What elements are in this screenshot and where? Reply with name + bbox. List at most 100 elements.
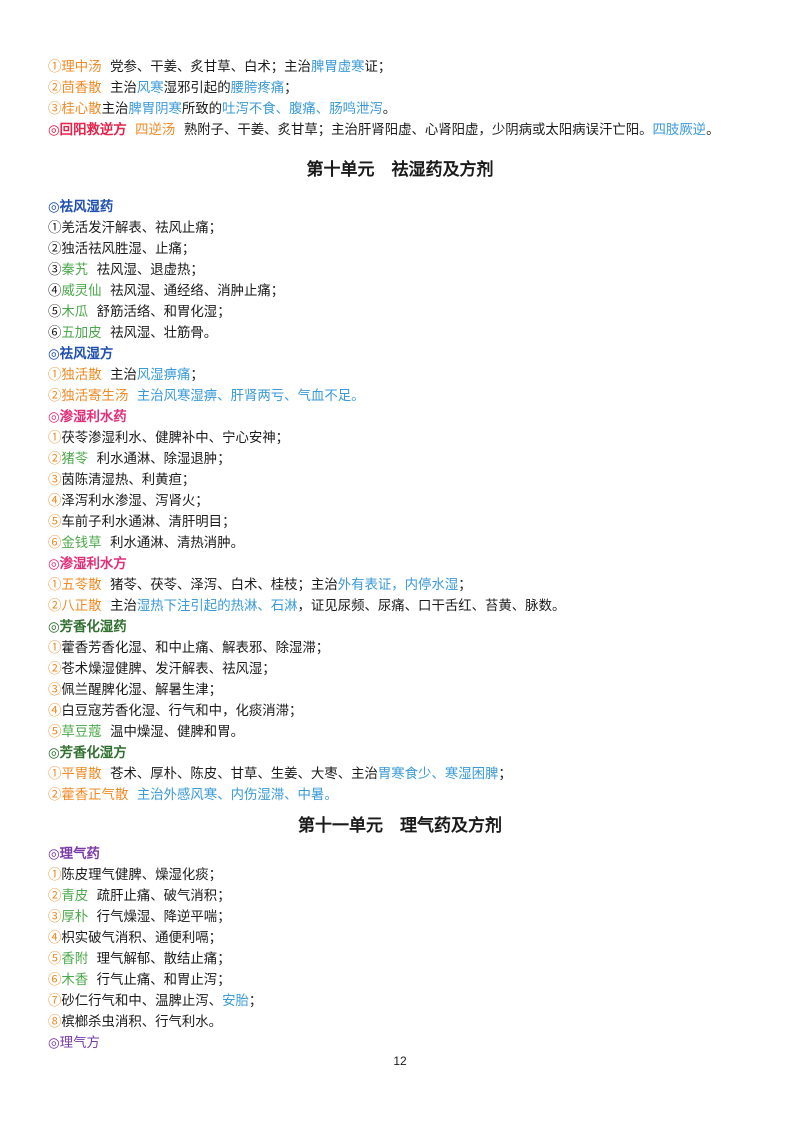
text-segment: ①羌活发汗解表、祛风止痛； <box>48 221 223 236</box>
text-segment: 行气止痛、和胃止泻； <box>88 973 231 988</box>
text-segment: 秦艽 <box>61 263 89 278</box>
text-line: ⑤草豆蔻 温中燥湿、健脾和胃。 <box>48 723 244 743</box>
text-line: ①平胃散 苍术、厚朴、陈皮、甘草、生姜、大枣、主治胃寒食少、寒湿困脾； <box>48 765 512 785</box>
text-segment: ②八正散 <box>48 599 102 614</box>
text-line: ②猪苓 利水通淋、除湿退肿； <box>48 450 231 470</box>
text-segment: ； <box>284 81 298 96</box>
text-segment: 湿热下注引起的热淋、石淋 <box>136 599 298 614</box>
text-segment: 脾胃虚寒 <box>310 60 365 75</box>
text-line: ③秦艽 祛风湿、退虚热； <box>48 261 204 281</box>
text-segment: 四逆汤 <box>135 123 176 138</box>
section-heading: ◎芳香化湿药 <box>48 620 127 635</box>
text-segment: 陈皮理气健脾、燥湿化痰； <box>61 868 223 883</box>
text-segment: ② <box>48 889 62 904</box>
text-segment: ② <box>48 452 62 467</box>
text-segment: ①五苓散 <box>48 578 102 593</box>
text-line: ②藿香正气散 主治外感风寒、内伤湿滞、中暑。 <box>48 786 338 806</box>
text-segment: 证； <box>364 60 392 75</box>
text-line: ④白豆寇芳香化湿、行气和中，化痰消滞； <box>48 702 302 722</box>
text-line: ①理中汤 党参、干姜、炙甘草、白术；主治脾胃虚寒证； <box>48 58 391 78</box>
text-segment: ③ <box>48 473 62 488</box>
text-line: ②独活祛风胜湿、止痛； <box>48 240 195 260</box>
text-segment: ④ <box>48 284 62 299</box>
text-segment: 主治风寒湿痹、肝肾两亏、气血不足。 <box>128 389 365 404</box>
text-segment: 所致的 <box>181 102 223 117</box>
text-segment: 舒筋活络、和胃化湿； <box>88 305 231 320</box>
text-segment: ③桂心散 <box>48 102 102 117</box>
text-segment: 风湿痹痛 <box>136 368 191 383</box>
text-segment: ④ <box>48 704 62 719</box>
text-line: ①陈皮理气健脾、燥湿化痰； <box>48 866 222 886</box>
unit-heading: 第十单元 祛湿药及方剂 <box>306 160 494 180</box>
text-segment: ① <box>48 868 62 883</box>
text-line: ①独活散 主治风湿痹痛； <box>48 366 204 386</box>
text-segment: 党参、干姜、炙甘草、白术；主治 <box>101 60 311 75</box>
text-segment: 威灵仙 <box>61 284 102 299</box>
text-segment: 青皮 <box>61 889 89 904</box>
section-heading: ◎理气药 <box>48 847 100 862</box>
text-line: ⑤香附 理气解郁、散结止痛； <box>48 950 231 970</box>
text-segment: 祛风湿、通经络、消肿止痛； <box>101 284 285 299</box>
section-heading: ◎祛风湿药 <box>48 200 114 215</box>
page-number: 12 <box>393 1054 407 1068</box>
text-line: ⑦砂仁行气和中、温脾止泻、安胎； <box>48 992 262 1012</box>
text-segment: 祛风湿、壮筋骨。 <box>101 326 218 341</box>
text-line: ④泽泻利水渗湿、泻肾火； <box>48 492 209 512</box>
text-line: ◎回阳救逆方 四逆汤 熟附子、干姜、炙甘草；主治肝肾阳虚、心肾阳虚，少阴病或太阳… <box>48 121 719 141</box>
text-segment: 金钱草 <box>61 536 102 551</box>
text-segment: ⑥ <box>48 326 62 341</box>
text-segment: 。 <box>382 102 397 117</box>
text-line: ④枳实破气消积、通便利嗝； <box>48 929 222 949</box>
text-segment: ； <box>248 994 263 1009</box>
text-segment: 熟附子、干姜、炙甘草；主治肝肾阳虚、心肾阳虚，少阴病或太阳病误汗亡阳。 <box>175 123 653 138</box>
text-segment: 腰胯疼痛 <box>230 81 285 96</box>
text-segment: ②茴香散 <box>48 81 102 96</box>
text-segment: ◎回阳救逆方 <box>48 123 127 138</box>
section-heading: ◎渗湿利水方 <box>48 557 127 572</box>
text-line: ⑧槟榔杀虫消积、行气利水。 <box>48 1013 222 1033</box>
text-segment: 理气解郁、散结止痛； <box>88 952 231 967</box>
text-line: ②苍术燥湿健脾、发汗解表、祛风湿； <box>48 660 276 680</box>
text-segment: ⑤ <box>48 725 62 740</box>
text-segment: ① <box>48 641 62 656</box>
text-segment: 胃寒食少、寒湿困脾 <box>377 767 499 782</box>
text-line: ③厚朴 行气燥湿、降逆平喘； <box>48 908 231 928</box>
text-segment: 猪苓、茯苓、泽泻、白术、桂枝；主治 <box>101 578 338 593</box>
text-segment: ③ <box>48 910 62 925</box>
text-segment: ，证见尿频、尿痛、口干舌红、苔黄、脉数。 <box>297 599 566 614</box>
text-segment: 祛风湿、退虚热； <box>88 263 204 278</box>
text-line: ②茴香散 主治风寒湿邪引起的腰胯疼痛； <box>48 79 298 99</box>
text-segment: ⑤ <box>48 515 62 530</box>
text-segment: 厚朴 <box>61 910 89 925</box>
text-segment: ①理中汤 <box>48 60 102 75</box>
text-segment: 利水通淋、清热消肿。 <box>101 536 244 551</box>
text-line: ⑤车前子利水通淋、清肝明目； <box>48 513 235 533</box>
text-segment: ① <box>48 431 62 446</box>
text-segment: ②独活寄生汤 <box>48 389 129 404</box>
text-segment: ⑥ <box>48 973 62 988</box>
text-segment: 脾胃阴寒 <box>128 102 182 117</box>
text-segment: ⑤ <box>48 305 62 320</box>
text-segment: 白豆寇芳香化湿、行气和中，化痰消滞； <box>61 704 303 719</box>
section-heading: ◎祛风湿方 <box>48 347 114 362</box>
text-segment: ； <box>458 578 472 593</box>
text-line: ①羌活发汗解表、祛风止痛； <box>48 219 222 239</box>
text-segment: ② <box>48 662 62 677</box>
text-segment: 泽泻利水渗湿、泻肾火； <box>61 494 209 509</box>
text-segment: 苍术、厚朴、陈皮、甘草、生姜、大枣、主治 <box>101 767 378 782</box>
section-heading: ◎理气方 <box>48 1036 100 1051</box>
text-line: ③佩兰醒脾化湿、解暑生津； <box>48 681 222 701</box>
text-line: ①茯苓渗湿利水、健脾补中、宁心安神； <box>48 429 289 449</box>
text-line: ①藿香芳香化湿、和中止痛、解表邪、除湿滞； <box>48 639 329 659</box>
text-segment: ⑦ <box>48 994 62 1009</box>
text-segment: ①平胃散 <box>48 767 102 782</box>
text-segment: 藿香芳香化湿、和中止痛、解表邪、除湿滞； <box>61 641 330 656</box>
text-segment: 车前子利水通淋、清肝明目； <box>61 515 236 530</box>
text-segment: 茯苓渗湿利水、健脾补中、宁心安神； <box>61 431 290 446</box>
text-line: ①五苓散 猪苓、茯苓、泽泻、白术、桂枝；主治外有表证，内停水湿； <box>48 576 472 596</box>
text-segment: 外有表证，内停水湿 <box>337 578 459 593</box>
text-line: ②青皮 疏肝止痛、破气消积； <box>48 887 231 907</box>
text-line: ③桂心散主治脾胃阴寒所致的吐泻不食、腹痛、肠鸣泄泻。 <box>48 100 396 120</box>
text-line: ②八正散 主治湿热下注引起的热淋、石淋，证见尿频、尿痛、口干舌红、苔黄、脉数。 <box>48 597 565 617</box>
text-segment: 茵陈清湿热、利黄疸； <box>61 473 196 488</box>
